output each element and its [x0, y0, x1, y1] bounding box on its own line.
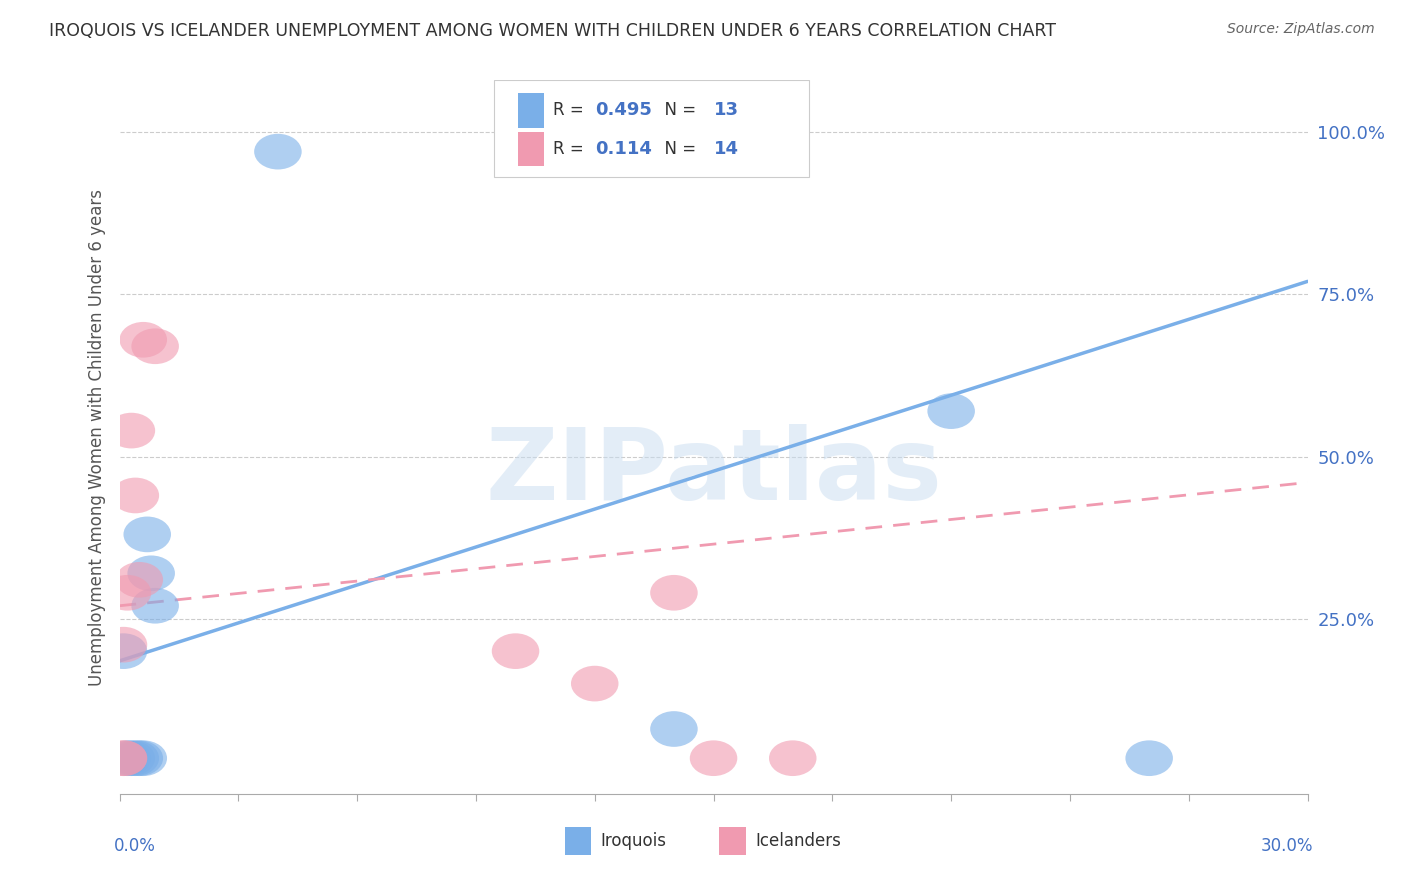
Ellipse shape: [124, 516, 172, 552]
FancyBboxPatch shape: [565, 828, 591, 855]
Ellipse shape: [571, 665, 619, 701]
Text: 14: 14: [714, 140, 738, 158]
Text: ZIPatlas: ZIPatlas: [485, 425, 942, 521]
Text: 30.0%: 30.0%: [1261, 837, 1313, 855]
Text: 0.0%: 0.0%: [114, 837, 156, 855]
Ellipse shape: [111, 740, 159, 776]
Text: 0.114: 0.114: [595, 140, 651, 158]
FancyBboxPatch shape: [517, 94, 544, 128]
Ellipse shape: [120, 322, 167, 358]
Ellipse shape: [650, 575, 697, 611]
Text: N =: N =: [654, 140, 702, 158]
Ellipse shape: [100, 627, 148, 663]
Text: Iroquois: Iroquois: [600, 832, 666, 850]
Ellipse shape: [111, 477, 159, 513]
Text: 13: 13: [714, 102, 738, 120]
Text: 0.495: 0.495: [595, 102, 651, 120]
Text: IROQUOIS VS ICELANDER UNEMPLOYMENT AMONG WOMEN WITH CHILDREN UNDER 6 YEARS CORRE: IROQUOIS VS ICELANDER UNEMPLOYMENT AMONG…: [49, 22, 1056, 40]
Ellipse shape: [100, 633, 148, 669]
Ellipse shape: [115, 740, 163, 776]
Ellipse shape: [108, 740, 155, 776]
Ellipse shape: [1125, 740, 1173, 776]
Text: Source: ZipAtlas.com: Source: ZipAtlas.com: [1227, 22, 1375, 37]
Ellipse shape: [115, 562, 163, 598]
Ellipse shape: [131, 588, 179, 624]
Ellipse shape: [128, 556, 174, 591]
Ellipse shape: [104, 575, 152, 611]
Y-axis label: Unemployment Among Women with Children Under 6 years: Unemployment Among Women with Children U…: [87, 188, 105, 686]
FancyBboxPatch shape: [517, 132, 544, 166]
Ellipse shape: [492, 633, 540, 669]
Ellipse shape: [928, 393, 974, 429]
Ellipse shape: [104, 740, 152, 776]
Text: Icelanders: Icelanders: [755, 832, 841, 850]
Ellipse shape: [120, 740, 167, 776]
FancyBboxPatch shape: [494, 80, 808, 177]
Ellipse shape: [100, 740, 148, 776]
Text: N =: N =: [654, 102, 702, 120]
Ellipse shape: [131, 328, 179, 364]
FancyBboxPatch shape: [720, 828, 745, 855]
Ellipse shape: [108, 413, 155, 449]
Ellipse shape: [769, 740, 817, 776]
Text: R =: R =: [553, 102, 589, 120]
Ellipse shape: [100, 740, 148, 776]
Text: R =: R =: [553, 140, 589, 158]
Ellipse shape: [650, 711, 697, 747]
Ellipse shape: [690, 740, 737, 776]
Ellipse shape: [254, 134, 302, 169]
